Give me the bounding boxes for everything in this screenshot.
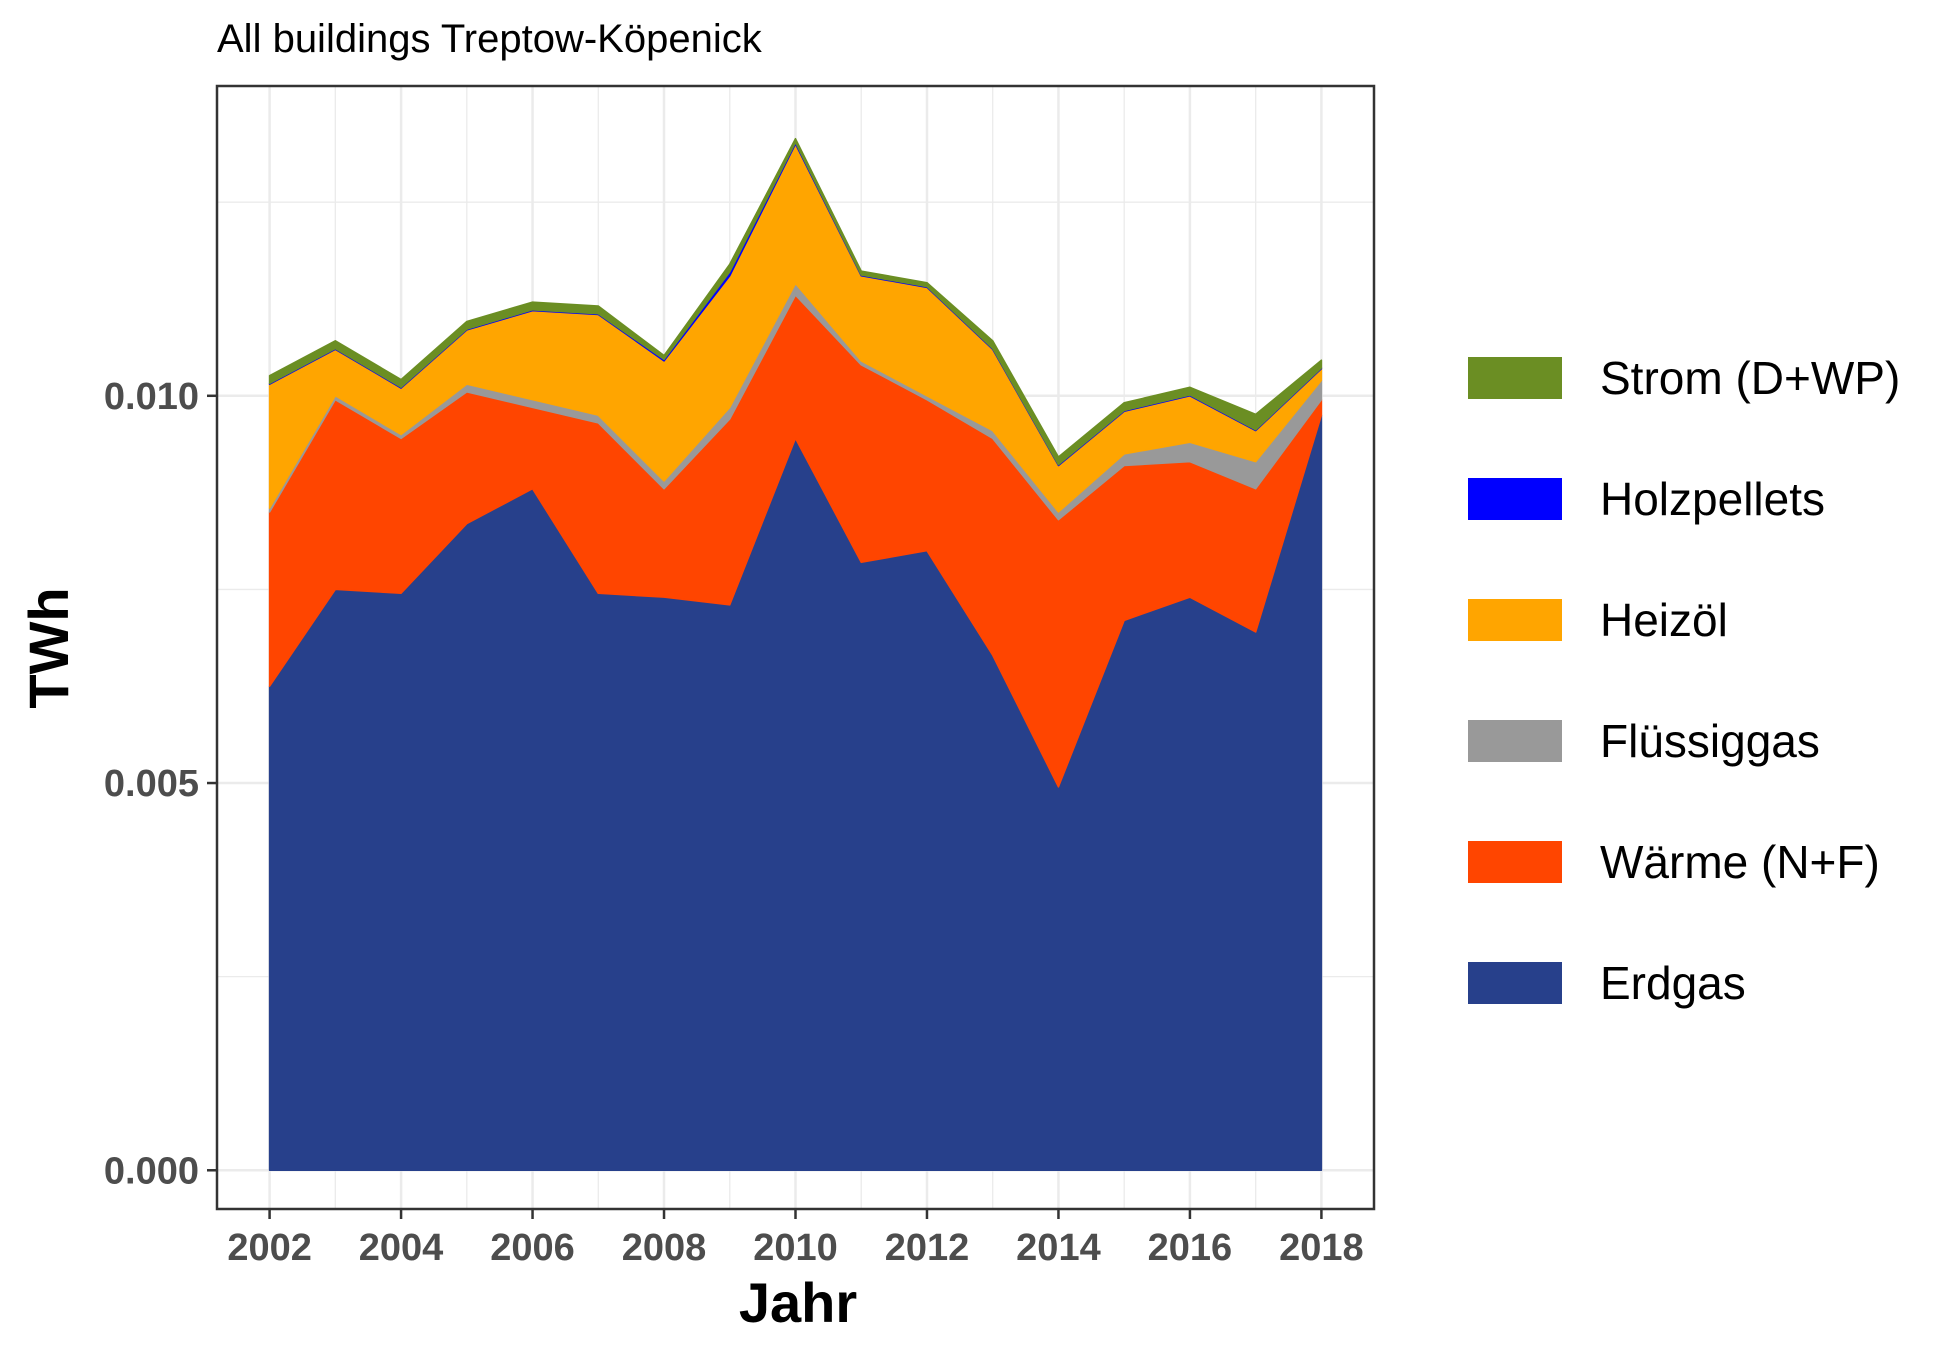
legend-key-w-rme-n-f [1468, 841, 1562, 883]
area-strom-d-wp [268, 137, 1323, 466]
y-axis-title: TWh [17, 587, 80, 708]
legend-key-strom-d-wp [1468, 357, 1562, 399]
legend-label: Holzpellets [1600, 473, 1825, 525]
x-tick-label: 2004 [359, 1227, 444, 1269]
legend-label: Strom (D+WP) [1600, 352, 1900, 404]
x-tick-label: 2016 [1148, 1227, 1233, 1269]
legend-item-heiz-l: Heizöl [1468, 594, 1728, 646]
legend-label: Heizöl [1600, 594, 1728, 646]
x-axis: 2002 2004 2006 2008 2010 2012 2014 2016 2018 [227, 1209, 1364, 1269]
area-series [268, 137, 1323, 1172]
x-tick-label: 2010 [753, 1227, 838, 1269]
legend-label: Erdgas [1600, 957, 1746, 1009]
legend-item-fl-ssiggas: Flüssiggas [1468, 715, 1820, 767]
legend-item-erdgas: Erdgas [1468, 957, 1746, 1009]
x-axis-title: Jahr [739, 1271, 857, 1334]
legend-item-holzpellets: Holzpellets [1468, 473, 1825, 525]
x-tick-label: 2018 [1279, 1227, 1364, 1269]
x-tick-label: 2012 [885, 1227, 970, 1269]
x-tick-label: 2008 [622, 1227, 707, 1269]
y-tick-label: 0.005 [104, 763, 199, 805]
y-axis: 0.000 0.005 0.010 [104, 376, 217, 1192]
x-tick-label: 2006 [490, 1227, 575, 1269]
y-tick-label: 0.010 [104, 376, 199, 418]
chart-title: All buildings Treptow-Köpenick [217, 17, 763, 61]
y-tick-label: 0.000 [104, 1150, 199, 1192]
legend-label: Wärme (N+F) [1600, 836, 1880, 888]
x-tick-label: 2002 [227, 1227, 312, 1269]
legend-item-w-rme-n-f: Wärme (N+F) [1468, 836, 1880, 888]
legend-key-erdgas [1468, 962, 1562, 1004]
legend-item-strom-d-wp: Strom (D+WP) [1468, 352, 1900, 404]
x-tick-label: 2014 [1016, 1227, 1101, 1269]
legend-key-holzpellets [1468, 478, 1562, 520]
legend-key-fl-ssiggas [1468, 720, 1562, 762]
legend-label: Flüssiggas [1600, 715, 1820, 767]
legend: Strom (D+WP) Holzpellets Heizöl Flüssiggas W… [1468, 352, 1900, 1009]
legend-key-heiz-l [1468, 599, 1562, 641]
